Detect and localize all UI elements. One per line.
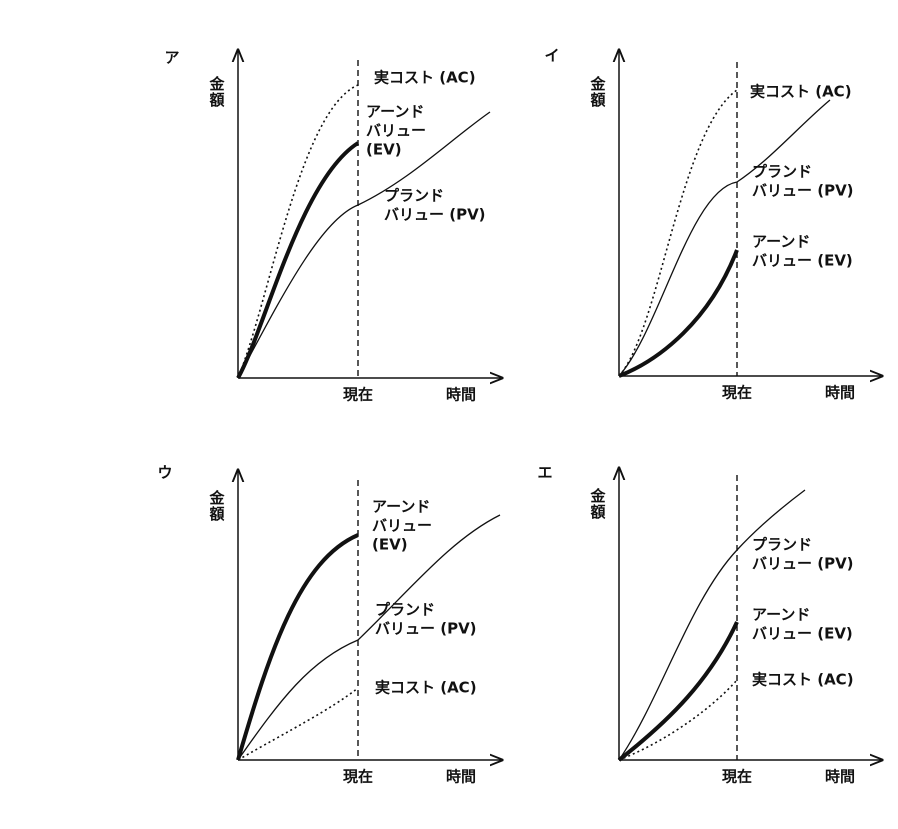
ac-label: 実コスト (AC)	[752, 671, 854, 689]
now-label: 現在	[343, 386, 373, 404]
ev-label: バリュー	[372, 517, 432, 535]
ev-label: バリュー (EV)	[752, 252, 853, 270]
y-axis-label: 金額	[589, 487, 607, 520]
ev-curve	[618, 249, 739, 378]
ev-label: アーンド	[372, 498, 430, 516]
ev-label: (EV)	[372, 536, 408, 554]
ev-label: (EV)	[366, 141, 402, 159]
ev-label: バリュー	[366, 122, 426, 140]
pv-label: プランド	[375, 601, 435, 619]
ac-label: 実コスト (AC)	[374, 69, 476, 87]
pv-curve	[618, 99, 831, 377]
now-label: 現在	[722, 384, 752, 402]
pv-label: バリュー (PV)	[752, 182, 854, 200]
ac-label: 実コスト (AC)	[375, 679, 477, 697]
pv-label: バリュー (PV)	[752, 555, 854, 573]
ev-curve	[617, 621, 739, 762]
ev-curve	[236, 533, 359, 761]
panel-label: エ	[537, 464, 552, 482]
panel-label: イ	[544, 47, 559, 65]
ac-curve	[618, 89, 738, 377]
ev-curve	[236, 141, 360, 379]
panel-label: ア	[164, 49, 179, 67]
x-axis-label: 時間	[446, 768, 476, 786]
pv-label: プランド	[752, 536, 812, 554]
y-axis-label: 金額	[589, 75, 607, 108]
ev-label: バリュー (EV)	[752, 625, 853, 643]
panel-label: ウ	[157, 464, 172, 482]
pv-label: プランド	[384, 187, 444, 205]
ev-label: アーンド	[366, 103, 424, 121]
x-axis-label: 時間	[446, 386, 476, 404]
pv-curve	[237, 514, 501, 761]
now-label: 現在	[343, 768, 373, 786]
pv-label: プランド	[752, 163, 812, 181]
now-label: 現在	[722, 768, 752, 786]
pv-curve	[618, 489, 806, 761]
ev-label: アーンド	[752, 606, 810, 624]
pv-curve	[237, 111, 491, 379]
pv-label: バリュー (PV)	[375, 620, 477, 638]
pv-label: バリュー (PV)	[384, 206, 486, 224]
ac-label: 実コスト (AC)	[750, 83, 852, 101]
ev-label: アーンド	[752, 233, 810, 251]
y-axis-label: 金額	[208, 489, 226, 522]
x-axis-label: 時間	[825, 384, 855, 402]
ac-curve	[618, 679, 738, 761]
y-axis-label: 金額	[208, 75, 226, 108]
x-axis-label: 時間	[825, 768, 855, 786]
